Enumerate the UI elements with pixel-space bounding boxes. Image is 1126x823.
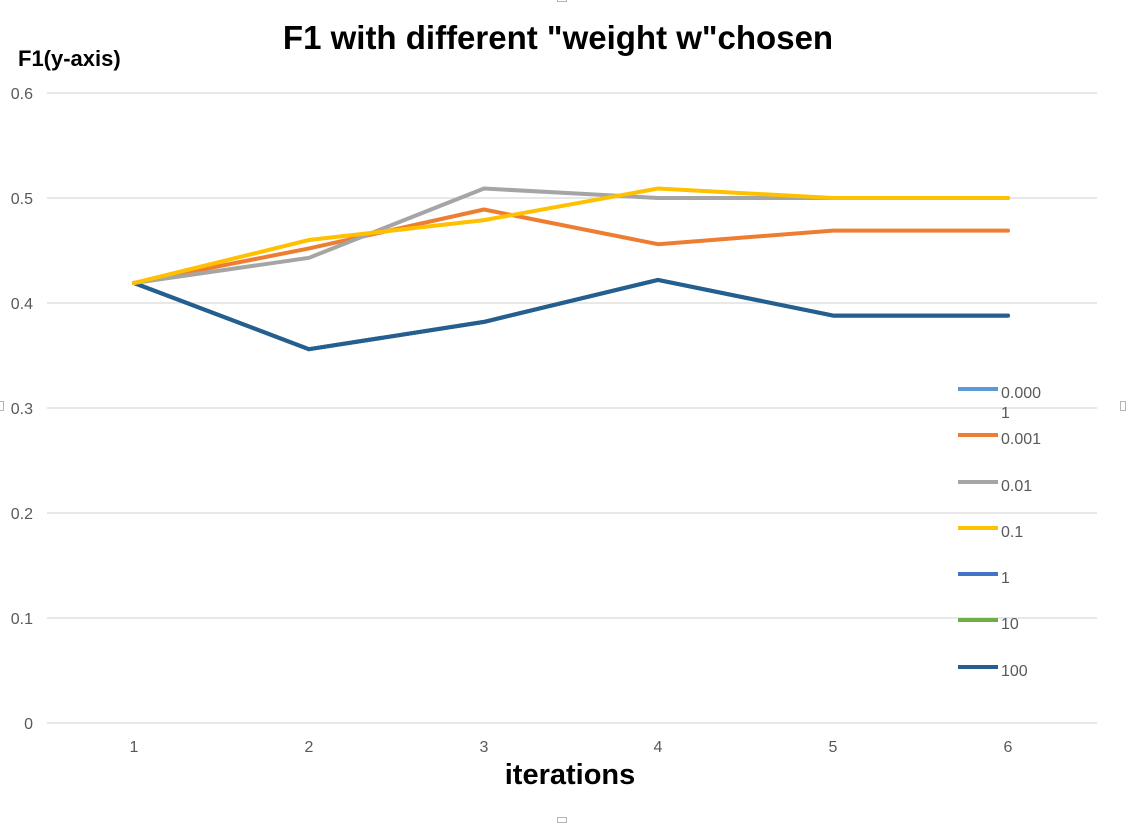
series-line-0-001 [132, 207, 1010, 285]
y-axis-ticks: 0 0.1 0.2 0.3 0.4 0.5 0.6 [11, 86, 33, 733]
y-tick-label: 0.5 [11, 191, 33, 208]
x-tick-label: 6 [1004, 739, 1013, 756]
chart-title: F1 with different "weight w"chosen [283, 19, 833, 56]
resize-handle-left[interactable] [0, 401, 4, 411]
x-tick-label: 3 [480, 739, 489, 756]
resize-handle-top[interactable] [557, 0, 567, 2]
series-line-0-1 [132, 186, 1010, 285]
y-tick-label: 0.2 [11, 506, 33, 523]
legend-label: 0.01 [1001, 478, 1032, 495]
y-tick-label: 0.4 [11, 296, 33, 313]
x-tick-label: 5 [829, 739, 838, 756]
legend: 0.000 1 0.001 0.01 0.1 1 10 100 [958, 385, 1041, 680]
resize-handle-right[interactable] [1120, 401, 1126, 411]
y-tick-label: 0.6 [11, 86, 33, 103]
legend-label: 0.1 [1001, 524, 1023, 541]
legend-label: 100 [1001, 663, 1028, 680]
x-axis-ticks: 1 2 3 4 5 6 [130, 739, 1013, 756]
x-tick-label: 4 [654, 739, 663, 756]
y-tick-label: 0 [24, 716, 33, 733]
y-axis-title: F1(y-axis) [18, 46, 121, 71]
x-axis-title: iterations [505, 759, 636, 791]
resize-handle-bottom[interactable] [557, 817, 567, 823]
legend-label: 0.001 [1001, 431, 1041, 448]
series-lines [132, 186, 1010, 352]
legend-label: 1 [1001, 570, 1010, 587]
legend-label: 10 [1001, 616, 1019, 633]
series-line-100 [132, 277, 1010, 352]
y-tick-label: 0.1 [11, 611, 33, 628]
x-tick-label: 2 [305, 739, 314, 756]
legend-label: 0.000 1 [1001, 385, 1041, 422]
gridlines [47, 92, 1097, 724]
y-tick-label: 0.3 [11, 401, 33, 418]
x-tick-label: 1 [130, 739, 139, 756]
